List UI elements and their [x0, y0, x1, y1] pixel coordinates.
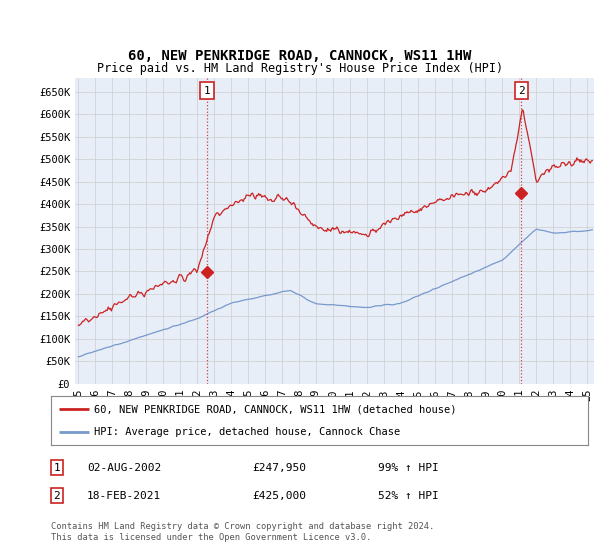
Text: £425,000: £425,000 — [252, 491, 306, 501]
Text: £247,950: £247,950 — [252, 463, 306, 473]
Text: HPI: Average price, detached house, Cannock Chase: HPI: Average price, detached house, Cann… — [94, 427, 400, 437]
Text: 2: 2 — [53, 491, 61, 501]
Text: Price paid vs. HM Land Registry's House Price Index (HPI): Price paid vs. HM Land Registry's House … — [97, 62, 503, 76]
Text: 60, NEW PENKRIDGE ROAD, CANNOCK, WS11 1HW (detached house): 60, NEW PENKRIDGE ROAD, CANNOCK, WS11 1H… — [94, 404, 457, 414]
Text: 52% ↑ HPI: 52% ↑ HPI — [378, 491, 439, 501]
Text: 02-AUG-2002: 02-AUG-2002 — [87, 463, 161, 473]
Text: 18-FEB-2021: 18-FEB-2021 — [87, 491, 161, 501]
Text: 1: 1 — [203, 86, 211, 96]
Text: 99% ↑ HPI: 99% ↑ HPI — [378, 463, 439, 473]
Text: 60, NEW PENKRIDGE ROAD, CANNOCK, WS11 1HW: 60, NEW PENKRIDGE ROAD, CANNOCK, WS11 1H… — [128, 49, 472, 63]
Text: 2: 2 — [518, 86, 525, 96]
Text: 1: 1 — [53, 463, 61, 473]
Text: Contains HM Land Registry data © Crown copyright and database right 2024.
This d: Contains HM Land Registry data © Crown c… — [51, 522, 434, 542]
